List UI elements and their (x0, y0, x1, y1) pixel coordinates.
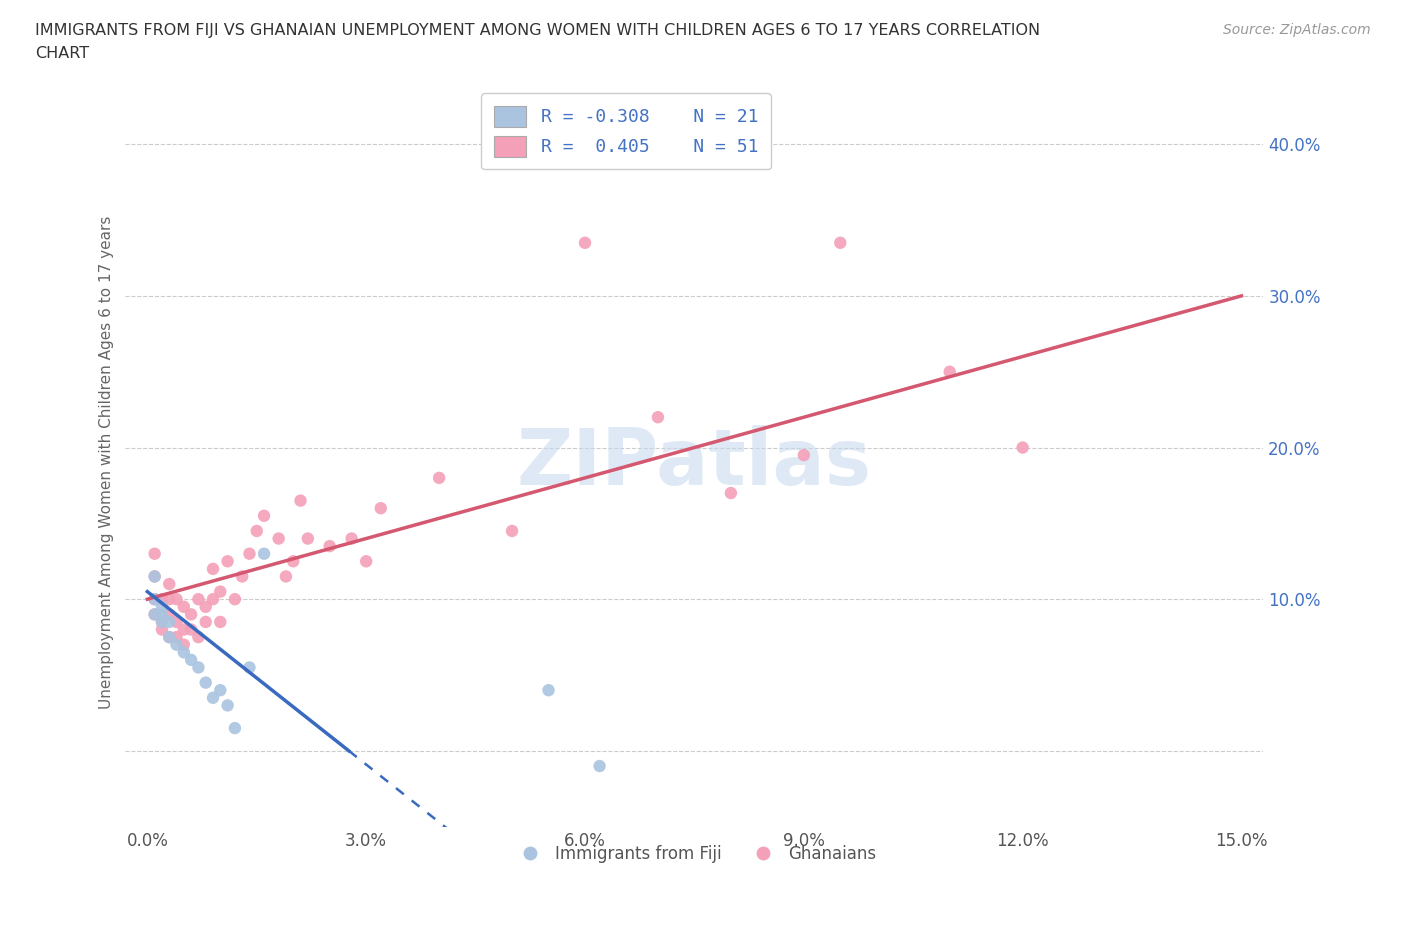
Point (180, 622, 202, 637)
Point (354, 554, 377, 569)
Point (209, 615, 232, 630)
Point (180, 607, 202, 622)
Point (224, 591, 246, 606)
Point (217, 698, 239, 712)
Point (231, 569, 253, 584)
Point (166, 591, 188, 606)
Point (209, 683, 232, 698)
Point (297, 531, 319, 546)
Point (187, 591, 209, 606)
Point (238, 546, 260, 561)
Text: IMMIGRANTS FROM FIJI VS GHANAIAN UNEMPLOYMENT AMONG WOMEN WITH CHILDREN AGES 6 T: IMMIGRANTS FROM FIJI VS GHANAIAN UNEMPLO… (35, 23, 1040, 38)
Point (143, 569, 166, 584)
Point (150, 591, 173, 606)
Point (427, 471, 450, 485)
Point (574, 235, 596, 250)
Point (501, 524, 523, 538)
Point (143, 607, 166, 622)
Point (150, 599, 173, 614)
Point (1011, 440, 1033, 455)
Point (194, 675, 217, 690)
Point (187, 660, 209, 675)
Point (283, 554, 305, 569)
Point (194, 599, 217, 614)
Point (246, 524, 269, 538)
Point (588, 759, 610, 774)
Point (180, 653, 202, 668)
Point (157, 577, 180, 591)
Point (187, 630, 209, 644)
Point (267, 531, 290, 546)
Point (217, 554, 239, 569)
Point (157, 607, 180, 622)
Point (157, 591, 180, 606)
Point (201, 690, 224, 705)
Legend: Immigrants from Fiji, Ghanaians: Immigrants from Fiji, Ghanaians (506, 838, 883, 870)
Point (150, 615, 173, 630)
Point (201, 591, 224, 606)
Point (209, 584, 232, 599)
Point (537, 683, 560, 698)
Point (143, 591, 166, 606)
Point (318, 538, 340, 553)
Point (647, 410, 669, 425)
Point (290, 493, 312, 508)
Point (274, 569, 297, 584)
Point (143, 591, 166, 606)
Point (173, 637, 195, 652)
Point (253, 546, 276, 561)
Point (143, 569, 166, 584)
Point (173, 622, 195, 637)
Point (340, 531, 363, 546)
Point (201, 562, 224, 577)
Point (157, 615, 180, 630)
Point (166, 630, 188, 644)
Point (173, 599, 195, 614)
Point (793, 447, 815, 462)
Point (253, 509, 276, 524)
Text: ZIPatlas: ZIPatlas (517, 425, 872, 500)
Text: CHART: CHART (35, 46, 89, 61)
Text: Source: ZipAtlas.com: Source: ZipAtlas.com (1223, 23, 1371, 37)
Point (143, 607, 166, 622)
Point (150, 615, 173, 630)
Point (720, 485, 742, 500)
Point (157, 630, 180, 644)
Point (830, 235, 852, 250)
Point (166, 637, 188, 652)
Point (166, 615, 188, 630)
Point (370, 500, 392, 515)
Point (238, 660, 260, 675)
Y-axis label: Unemployment Among Women with Children Ages 6 to 17 years: Unemployment Among Women with Children A… (100, 216, 114, 710)
Point (194, 615, 217, 630)
Point (173, 644, 195, 659)
Point (157, 630, 180, 644)
Point (224, 721, 246, 736)
Point (150, 607, 173, 622)
Point (150, 622, 173, 637)
Point (143, 546, 166, 561)
Point (938, 365, 960, 379)
